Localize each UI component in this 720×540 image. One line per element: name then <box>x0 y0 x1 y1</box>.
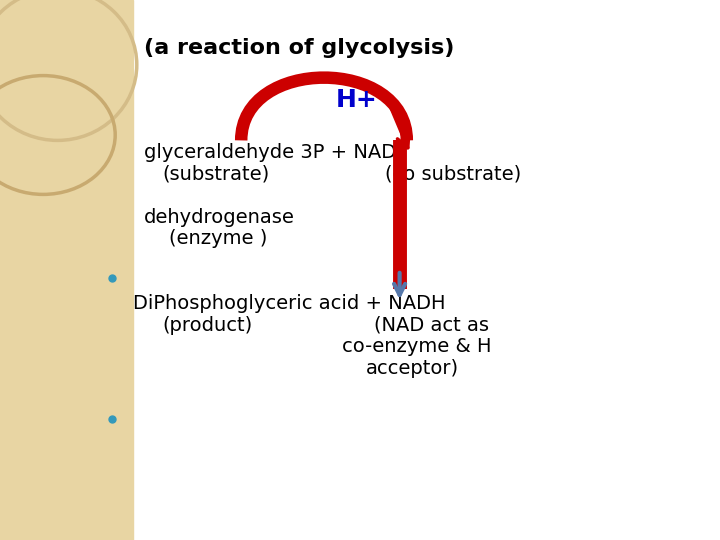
Text: (product): (product) <box>162 316 252 335</box>
Text: (co substrate): (co substrate) <box>385 165 521 184</box>
Bar <box>0 0 133 540</box>
Text: acceptor): acceptor) <box>366 359 459 378</box>
Text: co-enzyme & H: co-enzyme & H <box>342 338 492 356</box>
Text: H+: H+ <box>336 88 377 112</box>
Text: dehydrogenase: dehydrogenase <box>144 208 295 227</box>
Text: (enzyme ): (enzyme ) <box>169 230 268 248</box>
Text: glyceraldehyde 3P + NAD: glyceraldehyde 3P + NAD <box>144 143 396 162</box>
Text: DiPhosphoglyceric acid + NADH: DiPhosphoglyceric acid + NADH <box>133 294 446 313</box>
Text: (substrate): (substrate) <box>162 165 269 184</box>
Text: (NAD act as: (NAD act as <box>374 316 490 335</box>
Text: (a reaction of glycolysis): (a reaction of glycolysis) <box>144 38 454 58</box>
